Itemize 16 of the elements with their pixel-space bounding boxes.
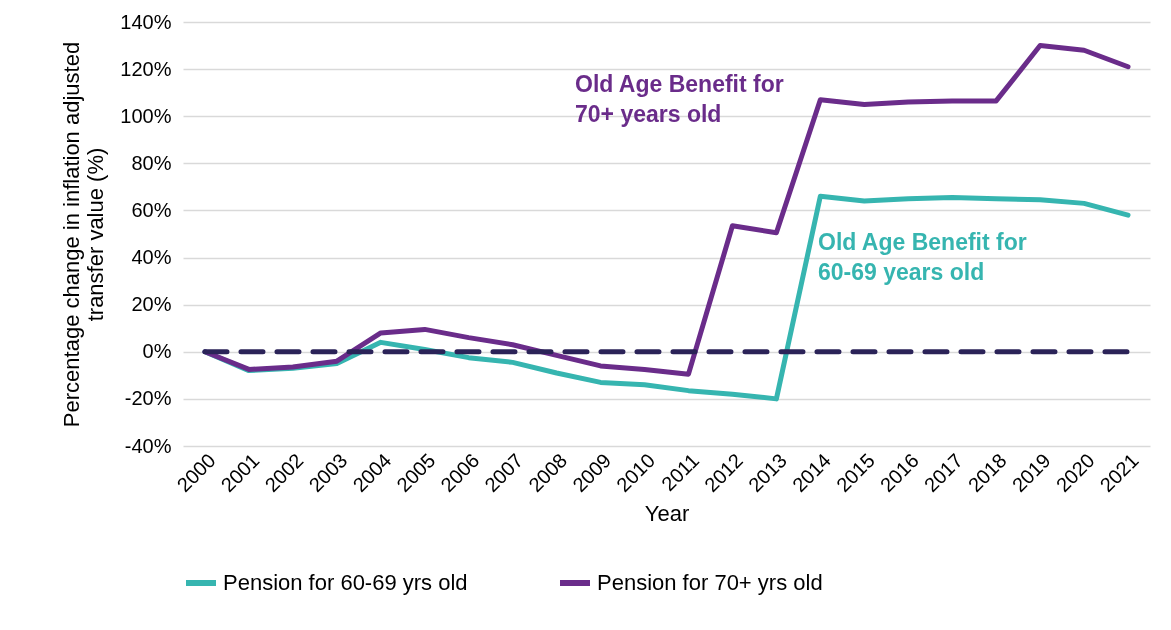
y-tick-label: 60% — [131, 198, 172, 221]
legend-label: Pension for 60-69 yrs old — [223, 570, 468, 595]
y-tick-label: 40% — [131, 246, 172, 269]
y-tick-label: 0% — [142, 340, 172, 363]
annotation: Old Age Benefit for 60-69 years old — [818, 229, 1027, 285]
x-axis-title: Year — [644, 501, 690, 527]
annotation: Old Age Benefit for 70+ years old — [575, 71, 784, 127]
y-tick-label: 140% — [120, 10, 172, 33]
y-tick-label: 80% — [131, 151, 172, 174]
legend-label: Pension for 70+ yrs old — [597, 570, 823, 595]
y-tick-label: 100% — [120, 104, 172, 127]
y-axis-title: Percentage change in inflation adjusted transfer value (%) — [59, 41, 109, 428]
y-tick-label: -20% — [124, 387, 172, 410]
y-tick-label: -40% — [124, 434, 172, 457]
y-tick-label: 120% — [120, 57, 172, 80]
y-tick-label: 20% — [131, 293, 172, 316]
